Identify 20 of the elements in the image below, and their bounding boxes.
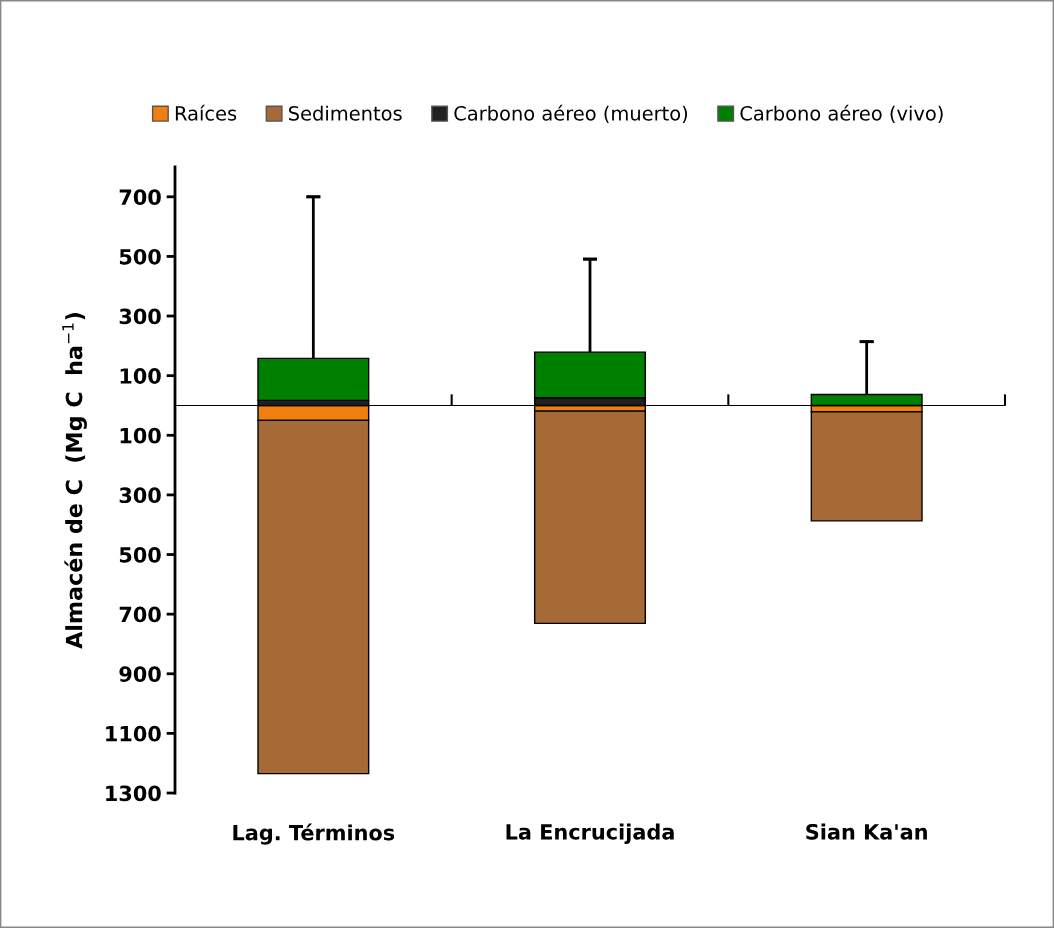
- y-tick-label: 300: [119, 308, 161, 325]
- y-tick-label: 700: [119, 189, 161, 206]
- y-tick-label: 1300: [106, 785, 161, 802]
- x-tick-label: Sian Ka'an: [806, 823, 927, 840]
- legend-label: Carbono aéreo (muerto): [454, 104, 688, 123]
- y-tick-label: 100: [120, 368, 161, 384]
- legend-label: Sedimentos: [289, 105, 402, 121]
- y-tick-label: 100: [120, 427, 161, 444]
- x-tick-label: La Encrucijada: [506, 823, 674, 844]
- y-tick-label: 900: [119, 666, 161, 682]
- y-tick-label: 500: [119, 248, 161, 265]
- y-tick-label: 500: [119, 546, 161, 563]
- y-tick-label: 1100: [106, 725, 161, 742]
- x-tick-label: Lag. Términos: [233, 823, 395, 845]
- y-tick-label: 300: [119, 487, 161, 504]
- y-axis-title: Almacén de C (Mg C ha$^{−1}$): [62, 313, 87, 649]
- legend-label: Carbono aéreo (vivo): [740, 104, 943, 123]
- legend-label: Raíces: [175, 104, 237, 121]
- bar: [533, 410, 647, 625]
- y-tick-label: 700: [119, 606, 161, 623]
